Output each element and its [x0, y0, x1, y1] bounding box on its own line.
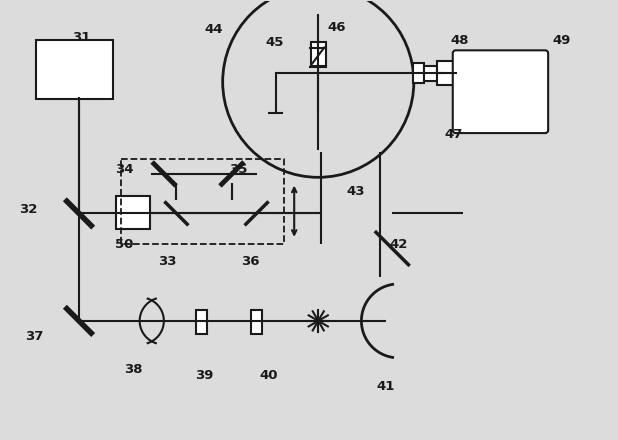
FancyBboxPatch shape [453, 50, 548, 133]
Text: 49: 49 [552, 34, 571, 47]
Bar [36, 40, 113, 99]
Text: 42: 42 [389, 238, 408, 251]
Text: 46: 46 [328, 21, 346, 33]
Text: 37: 37 [25, 330, 44, 343]
Text: 47: 47 [445, 128, 463, 141]
Text: 40: 40 [260, 369, 278, 382]
Text: 50: 50 [115, 238, 133, 251]
Text: 33: 33 [158, 255, 176, 268]
Text: 35: 35 [229, 163, 247, 176]
Text: 45: 45 [266, 36, 284, 49]
Text: 38: 38 [124, 363, 143, 376]
Bar [116, 196, 150, 229]
Text: 32: 32 [19, 202, 38, 216]
Bar [195, 310, 206, 334]
Bar [251, 310, 262, 334]
Bar [413, 63, 424, 83]
Text: 44: 44 [204, 23, 222, 36]
Text: 34: 34 [115, 163, 133, 176]
Bar [438, 61, 455, 85]
Bar [311, 42, 326, 66]
Text: 43: 43 [346, 185, 365, 198]
Text: 31: 31 [72, 32, 90, 44]
Text: 48: 48 [451, 34, 469, 47]
Bar [424, 66, 438, 81]
Text: 41: 41 [377, 380, 396, 393]
Text: 36: 36 [241, 255, 260, 268]
Text: 39: 39 [195, 369, 213, 382]
